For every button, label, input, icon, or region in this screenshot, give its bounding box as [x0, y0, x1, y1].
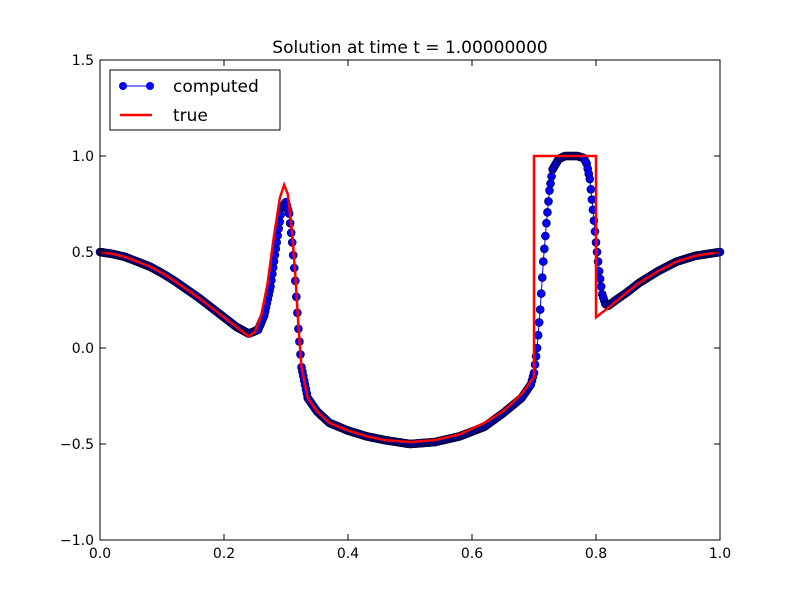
computed-point	[586, 184, 596, 194]
computed-point	[587, 195, 597, 204]
legend: computed true	[109, 69, 281, 131]
computed-point	[537, 273, 547, 282]
x-tick-label: 0.8	[585, 546, 607, 562]
x-tick-label: 1.0	[709, 546, 731, 562]
computed-point	[541, 231, 550, 241]
computed-point	[540, 244, 549, 254]
computed-point	[533, 330, 543, 340]
computed-point	[538, 257, 548, 266]
computed-point	[543, 208, 552, 217]
legend-label-true: true	[173, 106, 208, 126]
y-tick-label: −0.5	[60, 437, 94, 453]
computed-point	[596, 282, 606, 291]
true-line	[99, 154, 721, 444]
plot-area	[95, 151, 725, 449]
legend-box	[109, 69, 281, 131]
y-tick-label: 0.0	[72, 341, 94, 357]
y-tick-label: 1.0	[72, 149, 94, 165]
computed-point	[547, 172, 556, 181]
computed-point	[595, 274, 605, 284]
x-tick-label: 0.4	[337, 546, 359, 562]
legend-computed-marker	[119, 82, 127, 90]
computed-point	[534, 318, 544, 327]
legend-label-computed: computed	[173, 77, 259, 97]
chart-title: Solution at time t = 1.00000000	[272, 38, 547, 58]
computed-point	[546, 179, 555, 188]
legend-computed-marker	[146, 82, 154, 90]
x-tick-label: 0.2	[213, 546, 235, 562]
axis-ticks: 0.0 0.2 0.4 0.6 0.8 1.0 1.5 1.0 0.5 0.0 −0.5 −1.0	[60, 53, 731, 562]
y-tick-label: 1.5	[72, 53, 94, 69]
computed-point	[542, 218, 551, 228]
computed-point	[536, 289, 546, 298]
computed-point	[535, 305, 545, 314]
computed-point	[585, 174, 595, 184]
x-tick-label: 0.6	[461, 546, 483, 562]
plot-frame	[99, 59, 721, 541]
computed-point	[545, 186, 554, 195]
y-tick-label: 0.5	[72, 245, 94, 261]
computed-point	[544, 197, 553, 206]
y-tick-label: −1.0	[60, 533, 94, 549]
x-tick-label: 0.0	[89, 546, 111, 562]
